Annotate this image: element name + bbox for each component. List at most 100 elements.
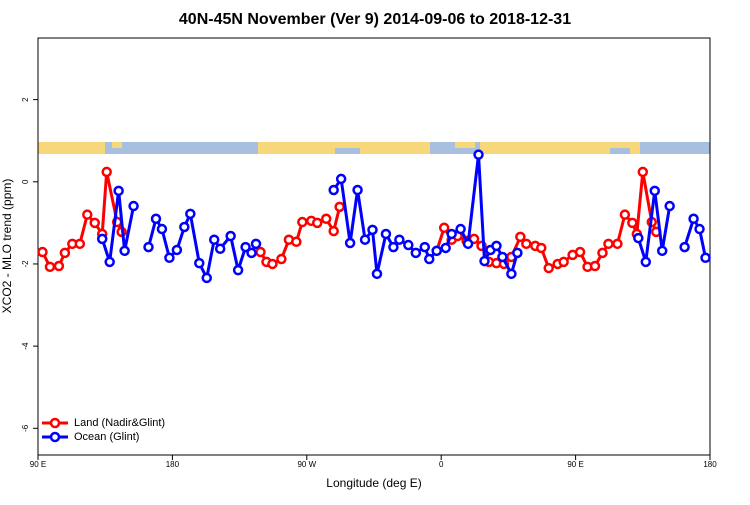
- y-tick-label: -4: [21, 342, 30, 350]
- data-point: [328, 225, 339, 237]
- data-point: [334, 201, 345, 213]
- data-point: [59, 247, 71, 259]
- data-point: [640, 256, 652, 268]
- data-point: [208, 234, 220, 245]
- data-point: [388, 241, 399, 253]
- series-line: [683, 215, 707, 259]
- data-point: [328, 184, 339, 196]
- data-point: [344, 237, 356, 249]
- data-point: [649, 185, 660, 197]
- data-point: [297, 216, 308, 228]
- data-point: [232, 264, 244, 276]
- data-point: [394, 234, 405, 245]
- data-point: [473, 149, 484, 160]
- data-point: [637, 166, 649, 178]
- y-tick-label: 2: [21, 97, 30, 102]
- strip-ocean: [335, 148, 360, 154]
- data-point: [250, 238, 262, 250]
- data-point: [688, 213, 699, 225]
- series-line: [147, 208, 258, 283]
- data-point: [371, 268, 383, 280]
- data-point: [82, 209, 93, 220]
- data-point: [506, 268, 517, 280]
- data-point: [438, 222, 450, 234]
- data-point: [119, 245, 130, 257]
- data-point: [664, 200, 675, 212]
- data-point: [240, 241, 251, 253]
- land-ocean-strip: [38, 142, 710, 154]
- data-point: [403, 239, 414, 251]
- data-point: [179, 221, 190, 233]
- data-point: [589, 260, 601, 272]
- data-point: [291, 236, 302, 248]
- strip-land: [112, 142, 122, 148]
- data-point: [143, 241, 154, 253]
- data-point: [104, 256, 115, 268]
- data-point: [497, 251, 508, 263]
- data-point: [512, 247, 523, 259]
- data-point: [214, 243, 226, 255]
- data-point: [410, 247, 422, 259]
- data-point: [431, 245, 442, 257]
- plot-frame: [37, 37, 711, 456]
- data-point: [446, 228, 457, 240]
- data-point: [246, 247, 257, 259]
- data-point: [491, 240, 502, 252]
- data-point: [656, 245, 668, 257]
- data-point: [44, 261, 56, 273]
- data-point: [89, 217, 100, 229]
- data-point: [536, 242, 547, 254]
- data-point: [627, 217, 638, 229]
- data-point: [521, 238, 532, 250]
- data-point: [267, 258, 278, 270]
- legend-label: Land (Nadir&Glint): [74, 417, 165, 429]
- data-point: [74, 238, 86, 250]
- data-point: [619, 209, 631, 220]
- data-point: [543, 262, 554, 274]
- data-point: [380, 228, 392, 240]
- data-point: [185, 208, 196, 220]
- x-tick-label: 180: [703, 460, 717, 469]
- data-point: [679, 241, 690, 253]
- data-point: [612, 238, 623, 250]
- data-point: [633, 232, 644, 244]
- data-point: [419, 241, 431, 253]
- data-point: [352, 184, 363, 196]
- data-point: [574, 246, 586, 258]
- data-point: [367, 224, 378, 236]
- chart-title: 40N-45N November (Ver 9) 2014-09-06 to 2…: [179, 11, 571, 28]
- data-point: [335, 173, 347, 185]
- x-tick-label: 180: [166, 460, 180, 469]
- y-tick-label: 0: [21, 179, 30, 184]
- data-point: [171, 244, 183, 256]
- data-point: [96, 233, 108, 245]
- y-tick-label: -2: [21, 260, 30, 268]
- y-axis-label: XCO2 - MLO trend (ppm): [0, 179, 14, 314]
- data-point: [194, 257, 205, 269]
- data-point: [320, 213, 332, 225]
- data-point: [597, 247, 608, 259]
- data-point: [276, 253, 287, 265]
- data-point: [700, 252, 711, 264]
- data-point: [128, 200, 139, 212]
- data-point: [515, 231, 526, 243]
- data-point: [113, 185, 124, 197]
- strip-ocean: [610, 148, 630, 154]
- data-point: [156, 223, 168, 235]
- x-tick-label: 90 W: [297, 460, 316, 469]
- legend-label: Ocean (Glint): [74, 431, 139, 443]
- data-point: [694, 223, 705, 235]
- x-tick-label: 90 E: [30, 460, 46, 469]
- data-point: [150, 213, 162, 225]
- data-point: [359, 234, 371, 245]
- data-point: [462, 238, 474, 250]
- x-tick-label: 0: [439, 460, 444, 469]
- data-point: [558, 256, 569, 268]
- data-point: [225, 230, 236, 242]
- data-point: [53, 260, 65, 272]
- x-axis-label: Longitude (deg E): [326, 476, 421, 490]
- data-point: [455, 223, 466, 235]
- strip-land: [38, 142, 105, 154]
- data-point: [101, 166, 112, 178]
